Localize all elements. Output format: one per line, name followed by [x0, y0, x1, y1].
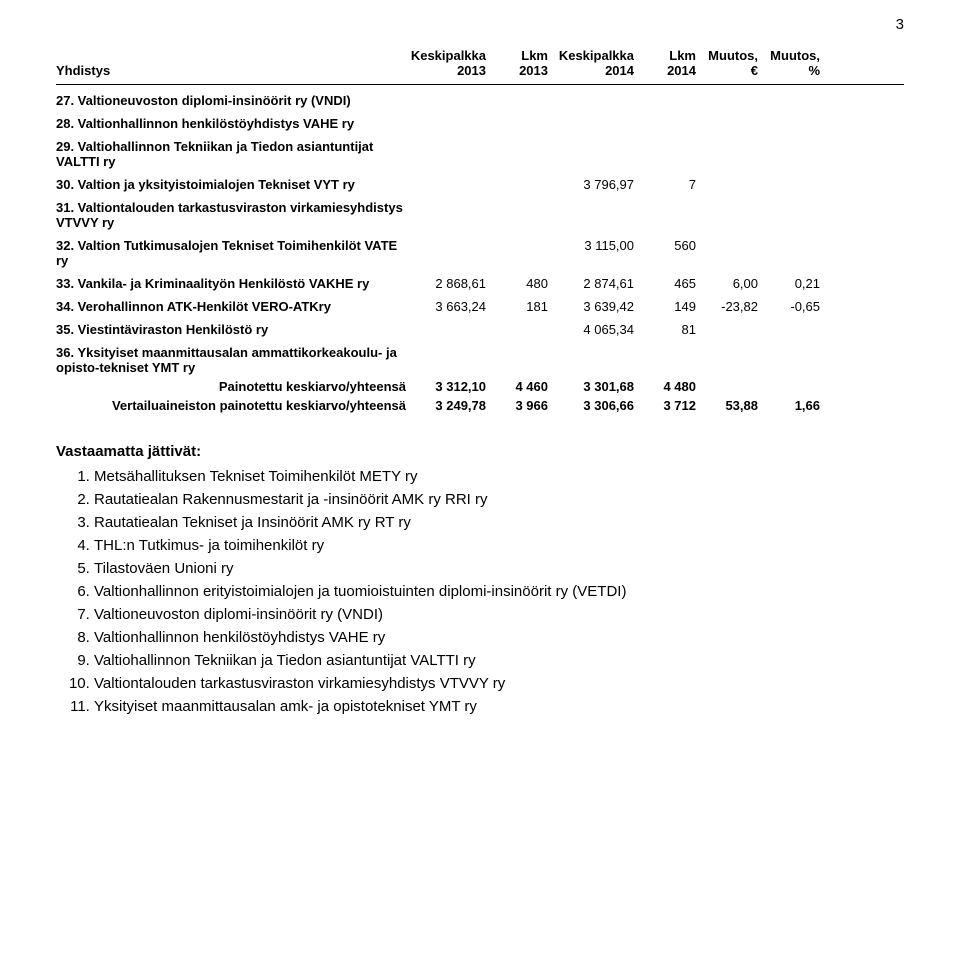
table-row: 34. Verohallinnon ATK-Henkilöt VERO-ATKr…	[56, 299, 904, 314]
col-header-lkm2014-bot: 2014	[667, 63, 696, 78]
table-row: 30. Valtion ja yksityistoimialojen Tekni…	[56, 177, 904, 192]
cell-kp2014: 2 874,61	[554, 276, 640, 291]
col-header-muutos-p-bot: %	[808, 63, 820, 78]
row-label: 34. Verohallinnon ATK-Henkilöt VERO-ATKr…	[56, 299, 406, 314]
table-row: 29. Valtiohallinnon Tekniikan ja Tiedon …	[56, 139, 904, 169]
row-label: 28. Valtionhallinnon henkilöstöyhdistys …	[56, 116, 406, 131]
col-header-name: Yhdistys	[56, 63, 406, 78]
row-label: 33. Vankila- ja Kriminaalityön Henkilöst…	[56, 276, 406, 291]
col-header-lkm2014-top: Lkm	[669, 48, 696, 63]
totals-cell-kp2013: 3 312,10	[406, 379, 492, 394]
row-label: 31. Valtiontalouden tarkastusviraston vi…	[56, 200, 406, 230]
table-row: 32. Valtion Tutkimusalojen Tekniset Toim…	[56, 238, 904, 268]
totals-row: Vertailuaineiston painotettu keskiarvo/y…	[56, 398, 904, 413]
list-item: Valtionhallinnon erityistoimialojen ja t…	[94, 583, 904, 600]
cell-kp2014: 4 065,34	[554, 322, 640, 337]
totals-label: Vertailuaineiston painotettu keskiarvo/y…	[56, 398, 406, 413]
cell-kp2013: 2 868,61	[406, 276, 492, 291]
totals-cell-lkm2014: 3 712	[640, 398, 702, 413]
col-header-kp2013: Keskipalkka 2013	[406, 48, 492, 78]
list-item: Valtiontalouden tarkastusviraston virkam…	[94, 675, 904, 692]
cell-muutos_p: 0,21	[764, 276, 820, 291]
col-header-muutos-p-top: Muutos,	[770, 48, 820, 63]
row-label: 32. Valtion Tutkimusalojen Tekniset Toim…	[56, 238, 406, 268]
list-item: Valtioneuvoston diplomi-insinöörit ry (V…	[94, 606, 904, 623]
list-item: Valtionhallinnon henkilöstöyhdistys VAHE…	[94, 629, 904, 646]
cell-lkm2014: 81	[640, 322, 702, 337]
totals-cell-kp2013: 3 249,78	[406, 398, 492, 413]
list-item: Tilastoväen Unioni ry	[94, 560, 904, 577]
list-item: THL:n Tutkimus- ja toimihenkilöt ry	[94, 537, 904, 554]
totals-cell-muutos_p	[764, 379, 820, 394]
col-header-kp2014-bot: 2014	[605, 63, 634, 78]
col-header-lkm2014: Lkm 2014	[640, 48, 702, 78]
cell-kp2014: 3 639,42	[554, 299, 640, 314]
list-item: Rautatiealan Rakennusmestarit ja -insinö…	[94, 491, 904, 508]
cell-kp2014: 3 796,97	[554, 177, 640, 192]
table-row: 33. Vankila- ja Kriminaalityön Henkilöst…	[56, 276, 904, 291]
col-header-muutos-e-top: Muutos,	[708, 48, 758, 63]
cell-muutos_p: -0,65	[764, 299, 820, 314]
col-header-kp2013-top: Keskipalkka	[411, 48, 486, 63]
col-header-lkm2013-bot: 2013	[519, 63, 548, 78]
col-header-kp2014-top: Keskipalkka	[559, 48, 634, 63]
cell-lkm2014: 560	[640, 238, 702, 253]
row-label: 30. Valtion ja yksityistoimialojen Tekni…	[56, 177, 406, 192]
totals-label: Painotettu keskiarvo/yhteensä	[56, 379, 406, 394]
cell-muutos_e: -23,82	[702, 299, 764, 314]
totals-cell-lkm2013: 4 460	[492, 379, 554, 394]
non-responders-section: Vastaamatta jättivät: Metsähallituksen T…	[56, 443, 904, 715]
col-header-muutos-p: Muutos, %	[764, 48, 820, 78]
totals-cell-muutos_p: 1,66	[764, 398, 820, 413]
cell-kp2014: 3 115,00	[554, 238, 640, 253]
cell-lkm2013: 480	[492, 276, 554, 291]
col-header-kp2013-bot: 2013	[457, 63, 486, 78]
non-responders-heading: Vastaamatta jättivät:	[56, 443, 904, 460]
table-row: 35. Viestintäviraston Henkilöstö ry 4 065…	[56, 322, 904, 337]
row-label: 35. Viestintäviraston Henkilöstö ry	[56, 322, 406, 337]
totals-cell-lkm2013: 3 966	[492, 398, 554, 413]
totals-cell-lkm2014: 4 480	[640, 379, 702, 394]
cell-muutos_e: 6,00	[702, 276, 764, 291]
col-header-lkm2013-top: Lkm	[521, 48, 548, 63]
row-label: 27. Valtioneuvoston diplomi-insinöörit r…	[56, 93, 406, 108]
non-responders-list: Metsähallituksen Tekniset Toimihenkilöt …	[56, 468, 904, 715]
table-row: 36. Yksityiset maanmittausalan ammattiko…	[56, 345, 904, 375]
list-item: Valtiohallinnon Tekniikan ja Tiedon asia…	[94, 652, 904, 669]
cell-lkm2014: 7	[640, 177, 702, 192]
table-row: 28. Valtionhallinnon henkilöstöyhdistys …	[56, 116, 904, 131]
col-header-muutos-e-bot: €	[751, 63, 758, 78]
row-label: 36. Yksityiset maanmittausalan ammattiko…	[56, 345, 406, 375]
row-label: 29. Valtiohallinnon Tekniikan ja Tiedon …	[56, 139, 406, 169]
page-number: 3	[896, 16, 904, 33]
totals-cell-kp2014: 3 301,68	[554, 379, 640, 394]
list-item: Rautatiealan Tekniset ja Insinöörit AMK …	[94, 514, 904, 531]
list-item: Metsähallituksen Tekniset Toimihenkilöt …	[94, 468, 904, 485]
cell-lkm2014: 149	[640, 299, 702, 314]
table-row: 27. Valtioneuvoston diplomi-insinöörit r…	[56, 93, 904, 108]
col-header-muutos-e: Muutos, €	[702, 48, 764, 78]
table-row: 31. Valtiontalouden tarkastusviraston vi…	[56, 200, 904, 230]
cell-kp2013: 3 663,24	[406, 299, 492, 314]
list-item: Yksityiset maanmittausalan amk- ja opist…	[94, 698, 904, 715]
totals-cell-kp2014: 3 306,66	[554, 398, 640, 413]
cell-lkm2014: 465	[640, 276, 702, 291]
table-header-row: Yhdistys Keskipalkka 2013 Lkm 2013 Keski…	[56, 48, 904, 85]
col-header-lkm2013: Lkm 2013	[492, 48, 554, 78]
totals-cell-muutos_e: 53,88	[702, 398, 764, 413]
totals-cell-muutos_e	[702, 379, 764, 394]
totals-row: Painotettu keskiarvo/yhteensä3 312,104 4…	[56, 379, 904, 394]
salary-table: Yhdistys Keskipalkka 2013 Lkm 2013 Keski…	[56, 48, 904, 413]
col-header-kp2014: Keskipalkka 2014	[554, 48, 640, 78]
cell-lkm2013: 181	[492, 299, 554, 314]
